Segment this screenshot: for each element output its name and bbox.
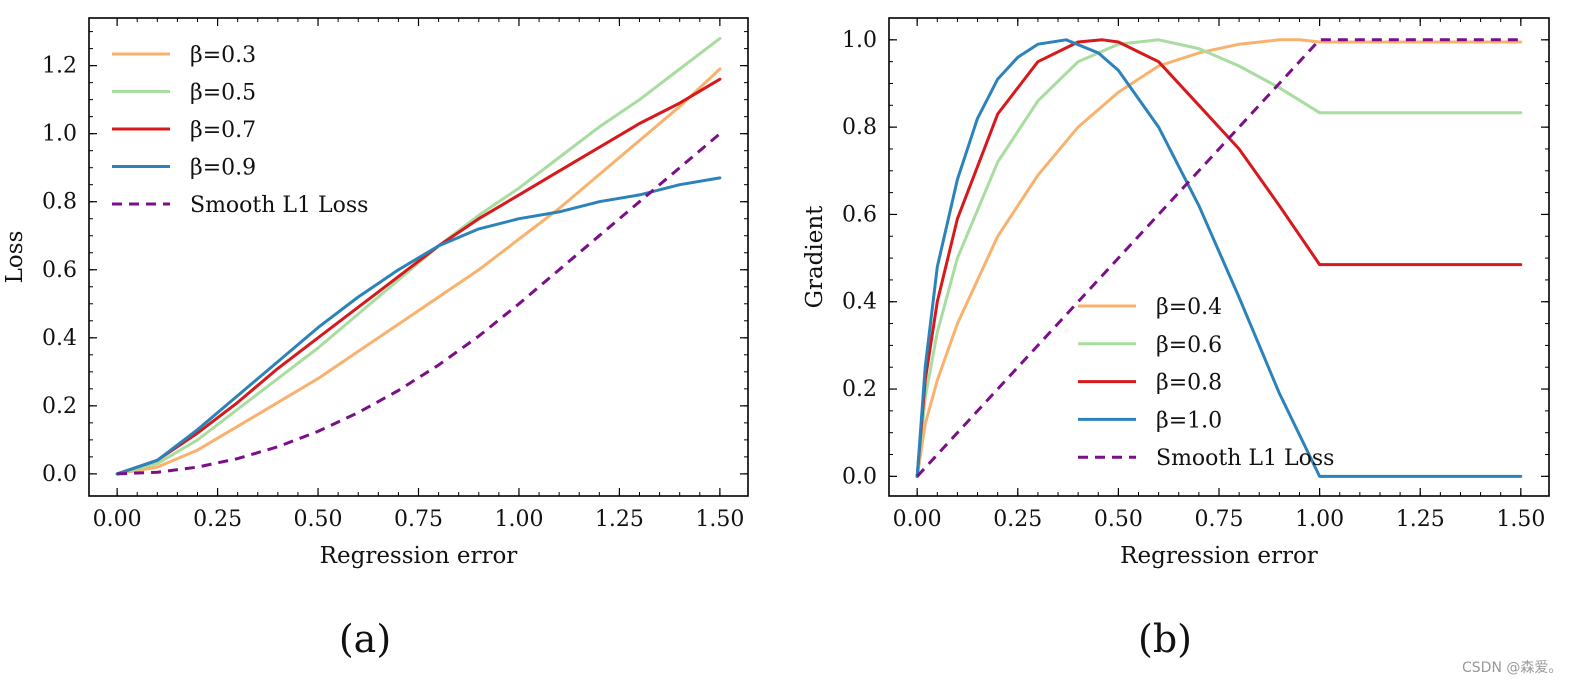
watermark-text: CSDN @森爱。 bbox=[1462, 660, 1562, 676]
y-tick-label: 1.2 bbox=[42, 54, 77, 79]
y-tick-label: 0.2 bbox=[42, 394, 77, 419]
y-tick-label: 0.4 bbox=[42, 326, 77, 351]
series-line--1-0 bbox=[915, 38, 1523, 478]
legend-label: β=0.7 bbox=[190, 118, 256, 143]
x-tick-label: 0.00 bbox=[893, 507, 942, 532]
figure-caption: (a) bbox=[339, 617, 391, 661]
legend-label: β=1.0 bbox=[1156, 408, 1222, 433]
legend-label: Smooth L1 Loss bbox=[190, 193, 368, 218]
legend: β=0.3 β=0.5 β=0.7 β=0.9 Smooth L1 Loss bbox=[112, 43, 368, 218]
legend-label: β=0.3 bbox=[190, 43, 256, 68]
x-tick-label: 1.25 bbox=[595, 507, 644, 532]
series-line--0-8 bbox=[915, 38, 1523, 478]
series-lines bbox=[115, 36, 722, 476]
series-line--0-7 bbox=[115, 77, 722, 476]
series-line--0-4 bbox=[915, 38, 1523, 478]
y-tick-label: 0.8 bbox=[42, 190, 77, 215]
x-tick-label: 1.00 bbox=[1295, 507, 1344, 532]
y-axis-label: Loss bbox=[2, 231, 28, 284]
y-tick-label: 0.2 bbox=[842, 377, 877, 402]
x-tick-label: 1.00 bbox=[494, 507, 543, 532]
legend-label: β=0.4 bbox=[1156, 295, 1222, 320]
x-tick-label: 0.50 bbox=[1094, 507, 1143, 532]
x-tick-label: 1.25 bbox=[1396, 507, 1445, 532]
x-tick-label: 0.25 bbox=[993, 507, 1042, 532]
y-tick-label: 0.4 bbox=[842, 290, 877, 315]
series-line--0-3 bbox=[115, 67, 722, 476]
y-axis-label: Gradient bbox=[802, 205, 828, 309]
y-tick-label: 0.6 bbox=[42, 258, 77, 283]
series-line--0-9 bbox=[115, 176, 722, 476]
legend-label: Smooth L1 Loss bbox=[1156, 446, 1334, 471]
x-axis-label: Regression error bbox=[320, 543, 518, 569]
y-tick-label: 0.0 bbox=[42, 462, 77, 487]
y-tick-label: 1.0 bbox=[42, 122, 77, 147]
x-tick-label: 0.75 bbox=[394, 507, 443, 532]
y-tick-label: 0.8 bbox=[842, 115, 877, 140]
legend-label: β=0.5 bbox=[190, 81, 256, 106]
plot-frame bbox=[88, 17, 749, 497]
chart-panel-b: 0.00 0.25 0.50 0.75 1.00 1.25 1.50 0.0 0.2 0.4 0.6… bbox=[802, 17, 1550, 661]
figure-caption: (b) bbox=[1138, 617, 1192, 661]
x-tick-label: 0.25 bbox=[193, 507, 242, 532]
legend-label: β=0.8 bbox=[1156, 371, 1222, 396]
series-lines bbox=[915, 38, 1523, 478]
x-tick-label: 1.50 bbox=[695, 507, 744, 532]
x-tick-label: 0.50 bbox=[294, 507, 343, 532]
x-axis-label: Regression error bbox=[1120, 543, 1318, 569]
plot-frame bbox=[888, 17, 1550, 497]
y-tick-label: 0.0 bbox=[842, 464, 877, 489]
x-tick-label: 0.75 bbox=[1195, 507, 1244, 532]
legend: β=0.4 β=0.6 β=0.8 β=1.0 Smooth L1 Loss bbox=[1078, 295, 1334, 471]
legend-label: β=0.9 bbox=[190, 156, 256, 181]
y-tick-label: 1.0 bbox=[842, 28, 877, 53]
y-tick-label: 0.6 bbox=[842, 202, 877, 227]
x-tick-label: 1.50 bbox=[1496, 507, 1545, 532]
x-tick-label: 0.00 bbox=[93, 507, 142, 532]
chart-panel-a: 0.00 0.25 0.50 0.75 1.00 1.25 1.50 0.0 0.2 0.4 0.6… bbox=[2, 17, 749, 661]
legend-label: β=0.6 bbox=[1156, 333, 1222, 358]
